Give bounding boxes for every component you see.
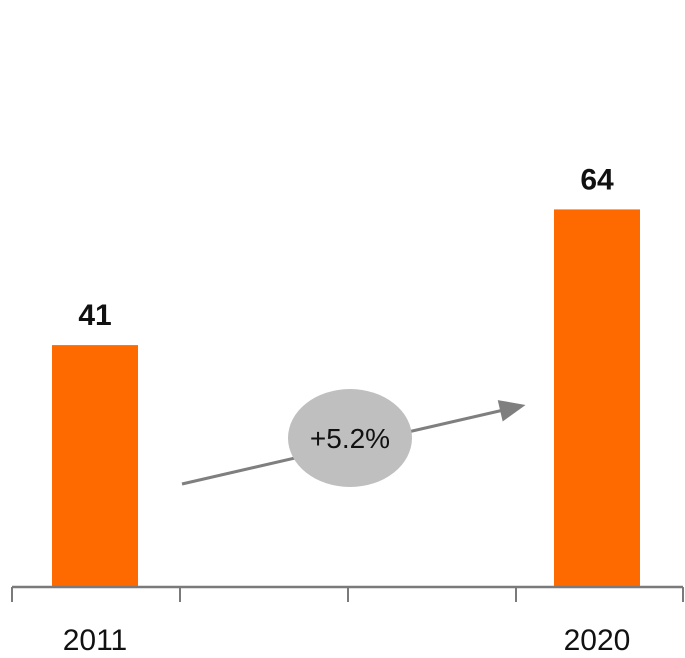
x-tick-label-2011: 2011 — [63, 624, 128, 657]
bars-layer — [52, 209, 640, 587]
bar-2020 — [554, 209, 640, 587]
bar-2011 — [52, 345, 138, 587]
cagr-arrow-head — [497, 400, 526, 422]
cagr-label: +5.2% — [310, 423, 390, 454]
data-label-2020: 64 — [580, 163, 614, 196]
data-label-2011: 41 — [78, 299, 111, 332]
labels-layer: 41 2011 64 2020 — [63, 163, 631, 657]
x-tick-label-2020: 2020 — [564, 624, 631, 657]
cagr-annotation: +5.2% — [181, 389, 526, 487]
cagr-bubble — [288, 389, 412, 487]
ticks-layer — [11, 587, 684, 602]
